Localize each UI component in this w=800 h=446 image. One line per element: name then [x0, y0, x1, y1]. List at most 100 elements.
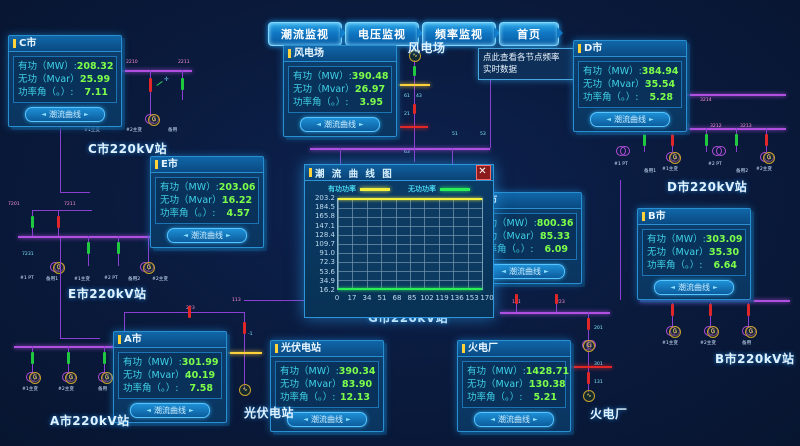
label-e-1: #1 PT	[20, 276, 34, 281]
metric-label-active: 有功（MW）:	[583, 66, 642, 77]
breaker-e3[interactable]	[87, 242, 90, 254]
breaker-tpf1[interactable]	[515, 294, 518, 304]
station-caption: C市220kV站	[88, 142, 168, 156]
metric-value-reactive: 25.99	[80, 74, 111, 85]
station-panel-风电场[interactable]: 风电场 有功（MW）: 390.48 无功（Mvar）: 26.97 功率角（。）: 3.9…	[283, 45, 397, 137]
metric-value-reactive: 35.54	[645, 79, 676, 90]
breaker-b1[interactable]	[671, 304, 674, 316]
metric-label-angle: 功率角（。）:	[280, 392, 336, 403]
powerflow-curve-dialog[interactable]: 潮 流 曲 线 图 ✕ 有功功率 无功功率 203.2 184.5 165.8 147…	[304, 164, 494, 318]
generator-tp: G	[583, 340, 595, 352]
bus-b-main	[640, 300, 790, 302]
breaker-tp2[interactable]	[587, 372, 590, 384]
breaker-d3[interactable]	[705, 134, 708, 146]
station-panel-B市[interactable]: B市 有功（MW）: 303.09 无功（Mvar）: 35.30 功率角（。）: 6.64…	[637, 208, 751, 300]
station-panel-火电厂[interactable]: 火电厂 有功（MW）: 1428.71 无功（Mvar）: 130.38 功率角（。）: 5…	[457, 340, 571, 432]
breaker-b3[interactable]	[747, 304, 750, 316]
breaker-e2[interactable]	[57, 216, 60, 228]
metric-label-angle: 功率角（。）:	[123, 383, 179, 394]
panel-accent-bar	[578, 44, 581, 53]
chart-gridline-h	[338, 271, 482, 272]
breaker-a2[interactable]	[67, 352, 70, 364]
tie-d-line2	[490, 56, 491, 148]
powerflow-curve-button[interactable]: 潮流曲线	[484, 264, 566, 279]
tie-line-ce	[60, 72, 61, 192]
chart-y-tick: 184.5	[314, 203, 335, 212]
metric-row-reactive: 无功（Mvar）: 40.19	[123, 369, 217, 382]
powerflow-curve-button[interactable]: 潮流曲线	[299, 117, 381, 132]
powerflow-curve-button[interactable]: 潮流曲线	[129, 403, 211, 418]
breaker-c3[interactable]	[181, 78, 184, 90]
powerflow-curve-button-label: 潮流曲线	[153, 406, 186, 415]
breaker-e1[interactable]	[31, 216, 34, 228]
chart-gridline-h	[338, 244, 482, 245]
label-c-3: 备用	[168, 128, 178, 133]
label-tp-1: 201	[594, 326, 603, 331]
bus-d-main	[596, 128, 786, 130]
station-panel-D市[interactable]: D市 有功（MW）: 384.94 无功（Mvar）: 35.54 功率角（。）: 5.28…	[573, 40, 687, 132]
metric-value-active: 800.36	[536, 218, 574, 229]
station-panel-光伏电站[interactable]: 光伏电站 有功（MW）: 390.34 无功（Mvar）: 83.90 功率角（。）: 12…	[270, 340, 384, 432]
breaker-tp1[interactable]	[587, 318, 590, 330]
breaker-b2[interactable]	[709, 304, 712, 316]
breaker-pv[interactable]	[243, 322, 246, 334]
metric-label-angle: 功率角（。）:	[583, 92, 639, 103]
chart-x-tick: 136	[450, 294, 464, 302]
station-panel-A市[interactable]: A市 有功（MW）: 301.99 无功（Mvar）: 40.19 功率角（。）: 7.58…	[113, 331, 227, 423]
panel-title: B市	[648, 211, 666, 222]
label-a-2: #2主变	[58, 387, 74, 392]
title-accent-bar	[309, 168, 312, 177]
powerflow-curve-button[interactable]: 潮流曲线	[473, 412, 555, 427]
metric-row-active: 有功（MW）: 203.06	[160, 181, 255, 194]
breaker-a3[interactable]	[103, 352, 106, 364]
metric-row-active: 有功（MW）: 303.09	[647, 233, 742, 246]
powerflow-curve-button[interactable]: 潮流曲线	[653, 280, 735, 295]
nav-button-frequency[interactable]: 频率监视	[422, 22, 500, 46]
bus-a-main	[14, 346, 124, 348]
station-panel-C市[interactable]: C市 有功（MW）: 208.32 无功（Mvar）: 25.99 功率角（。）: 7.11…	[8, 35, 122, 127]
powerflow-curve-button[interactable]: 潮流曲线	[24, 107, 106, 122]
chart-x-tick: 119	[435, 294, 449, 302]
nav-button-powerflow[interactable]: 潮流监视	[268, 22, 346, 46]
breaker-e4[interactable]	[117, 242, 120, 254]
switch-c2[interactable]	[156, 81, 163, 86]
breaker-wind2[interactable]	[413, 104, 416, 114]
label-c-1: #1主变	[84, 128, 100, 133]
breaker-a1[interactable]	[31, 352, 34, 364]
metric-row-reactive: 无功（Mvar）: 26.97	[293, 83, 387, 96]
breaker-apv[interactable]	[188, 306, 191, 318]
metric-label-angle: 功率角（。）:	[647, 260, 703, 271]
breaker-c2[interactable]	[149, 78, 152, 92]
panel-body: 有功（MW）: 390.34 无功（Mvar）: 83.90 功率角（。）: 12.13	[275, 361, 379, 408]
breaker-tpf2[interactable]	[555, 294, 558, 304]
breaker-wind1[interactable]	[413, 66, 416, 76]
chart-legend: 有功功率 无功功率	[305, 181, 493, 196]
pv-bus	[228, 352, 262, 354]
label-e-6: #2主变	[152, 277, 168, 282]
label-d-n4: 3213	[740, 124, 752, 129]
metric-row-reactive: 无功（Mvar）: 35.54	[583, 78, 677, 91]
powerflow-curve-button[interactable]: 潮流曲线	[286, 412, 368, 427]
frequency-tooltip: 点此查看各节点频率 实时数据	[478, 48, 584, 80]
feeder-g2	[452, 148, 453, 164]
metric-row-active: 有功（MW）: 390.34	[280, 365, 375, 378]
powerflow-curve-button[interactable]: 潮流曲线	[166, 228, 248, 243]
breaker-d4[interactable]	[735, 134, 738, 146]
breaker-d5[interactable]	[765, 134, 768, 146]
breaker-d2[interactable]	[671, 134, 674, 146]
metric-row-reactive: 无功（Mvar）: 83.90	[280, 378, 374, 391]
metric-value-angle: 5.21	[533, 392, 557, 403]
metric-row-angle: 功率角（。）: 12.13	[280, 391, 374, 404]
metric-row-active: 有功（MW）: 800.36	[478, 217, 573, 230]
chart-y-tick: 165.8	[314, 212, 335, 221]
breaker-d1[interactable]	[643, 134, 646, 146]
close-icon[interactable]: ✕	[476, 165, 491, 180]
powerflow-curve-button[interactable]: 潮流曲线	[589, 112, 671, 127]
station-caption: A市220kV站	[50, 414, 130, 428]
metric-value-angle: 3.95	[359, 97, 383, 108]
metric-row-active: 有功（MW）: 301.99	[123, 356, 218, 369]
nav-button-home[interactable]: 首页	[499, 22, 563, 46]
label-c-2: #2主变	[126, 128, 142, 133]
station-panel-E市[interactable]: E市 有功（MW）: 203.06 无功（Mvar）: 16.22 功率角（。）: 4.57…	[150, 156, 264, 248]
feeder-e5	[148, 236, 149, 266]
